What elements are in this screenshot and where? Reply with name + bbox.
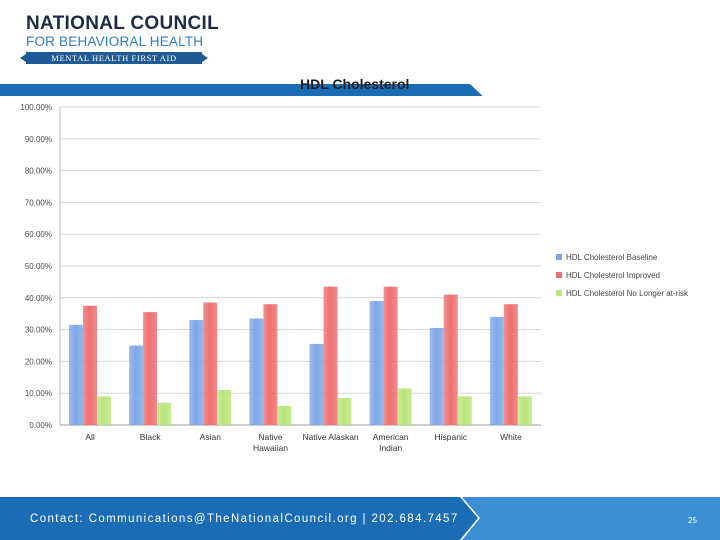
- bar-improved: [323, 286, 338, 425]
- logo-subtitle: FOR BEHAVIORAL HEALTH: [26, 34, 204, 49]
- y-tick-label: 40.00%: [25, 294, 52, 303]
- x-tick-label: Black: [140, 432, 162, 442]
- bar-improved: [503, 304, 518, 425]
- bar-baseline: [429, 328, 444, 425]
- page-number: 25: [688, 516, 697, 525]
- bar-improved: [263, 304, 278, 425]
- x-tick-label: Native Hawaiian: [253, 432, 288, 453]
- x-tick-label: All: [85, 432, 95, 442]
- logo-ribbon: MENTAL HEALTH FIRST AID: [20, 52, 208, 64]
- bar-no-longer-at-risk: [457, 396, 472, 425]
- bar-improved: [83, 305, 97, 425]
- footer-band-right: [462, 497, 720, 540]
- legend-label: HDL Cholesterol Improved: [566, 271, 660, 280]
- legend-swatch: [556, 254, 562, 260]
- bar-no-longer-at-risk: [277, 405, 292, 425]
- national-council-logo: NATIONAL COUNCIL FOR BEHAVIORAL HEALTH M…: [20, 13, 220, 64]
- legend-swatch: [556, 290, 562, 296]
- x-tick-label: Native Alaskan: [302, 432, 358, 442]
- x-tick-label: Hispanic: [435, 432, 468, 442]
- bar-improved: [203, 302, 218, 425]
- bar-improved: [383, 286, 398, 425]
- legend-label: HDL Cholesterol No Longer at-risk: [566, 289, 689, 298]
- plot-area: [0, 96, 720, 496]
- bar-baseline: [69, 324, 83, 425]
- bar-baseline: [369, 300, 384, 425]
- bar-baseline: [309, 343, 324, 425]
- y-tick-label: 0.00%: [29, 421, 52, 430]
- bar-improved: [143, 312, 158, 425]
- legend-label: HDL Cholesterol Baseline: [566, 253, 658, 262]
- bar-no-longer-at-risk: [517, 396, 532, 425]
- x-tick-label: White: [500, 432, 522, 442]
- bar-baseline: [489, 316, 504, 425]
- y-tick-label: 30.00%: [25, 326, 52, 335]
- bar-no-longer-at-risk: [217, 390, 232, 425]
- y-tick-label: 60.00%: [25, 230, 52, 239]
- footer-band: [0, 497, 720, 540]
- y-tick-label: 90.00%: [25, 135, 52, 144]
- chart-title: HDL Cholesterol: [300, 76, 410, 92]
- footer-contact: Contact: Communications@TheNationalCounc…: [30, 513, 459, 525]
- y-tick-label: 10.00%: [25, 389, 52, 398]
- y-tick-label: 80.00%: [25, 167, 52, 176]
- x-tick-label: American Indian: [373, 432, 409, 453]
- bar-no-longer-at-risk: [337, 397, 352, 425]
- bar-baseline: [189, 320, 204, 425]
- y-tick-label: 100.00%: [20, 103, 52, 112]
- y-tick-label: 20.00%: [25, 357, 52, 366]
- bar-baseline: [129, 345, 144, 425]
- footer-band-left: [0, 497, 478, 540]
- bar-no-longer-at-risk: [397, 388, 412, 425]
- bar-no-longer-at-risk: [97, 396, 111, 425]
- bar-no-longer-at-risk: [157, 402, 172, 425]
- y-tick-label: 50.00%: [25, 262, 52, 271]
- logo-title: NATIONAL COUNCIL: [26, 13, 220, 34]
- bar-improved: [443, 294, 458, 425]
- x-tick-label: Asian: [200, 432, 222, 442]
- bar-baseline: [249, 318, 264, 425]
- y-tick-label: 70.00%: [25, 198, 52, 207]
- legend-swatch: [556, 272, 562, 278]
